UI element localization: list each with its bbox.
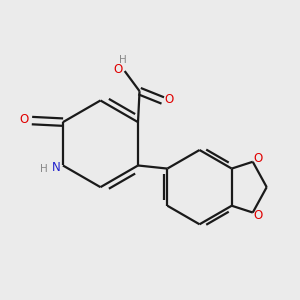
Text: H: H [40,164,48,174]
Text: O: O [114,63,123,76]
Text: H: H [119,55,127,65]
Text: O: O [164,93,174,106]
Text: N: N [52,161,61,175]
Text: O: O [254,152,263,165]
Text: O: O [20,113,29,127]
Text: O: O [254,209,263,222]
